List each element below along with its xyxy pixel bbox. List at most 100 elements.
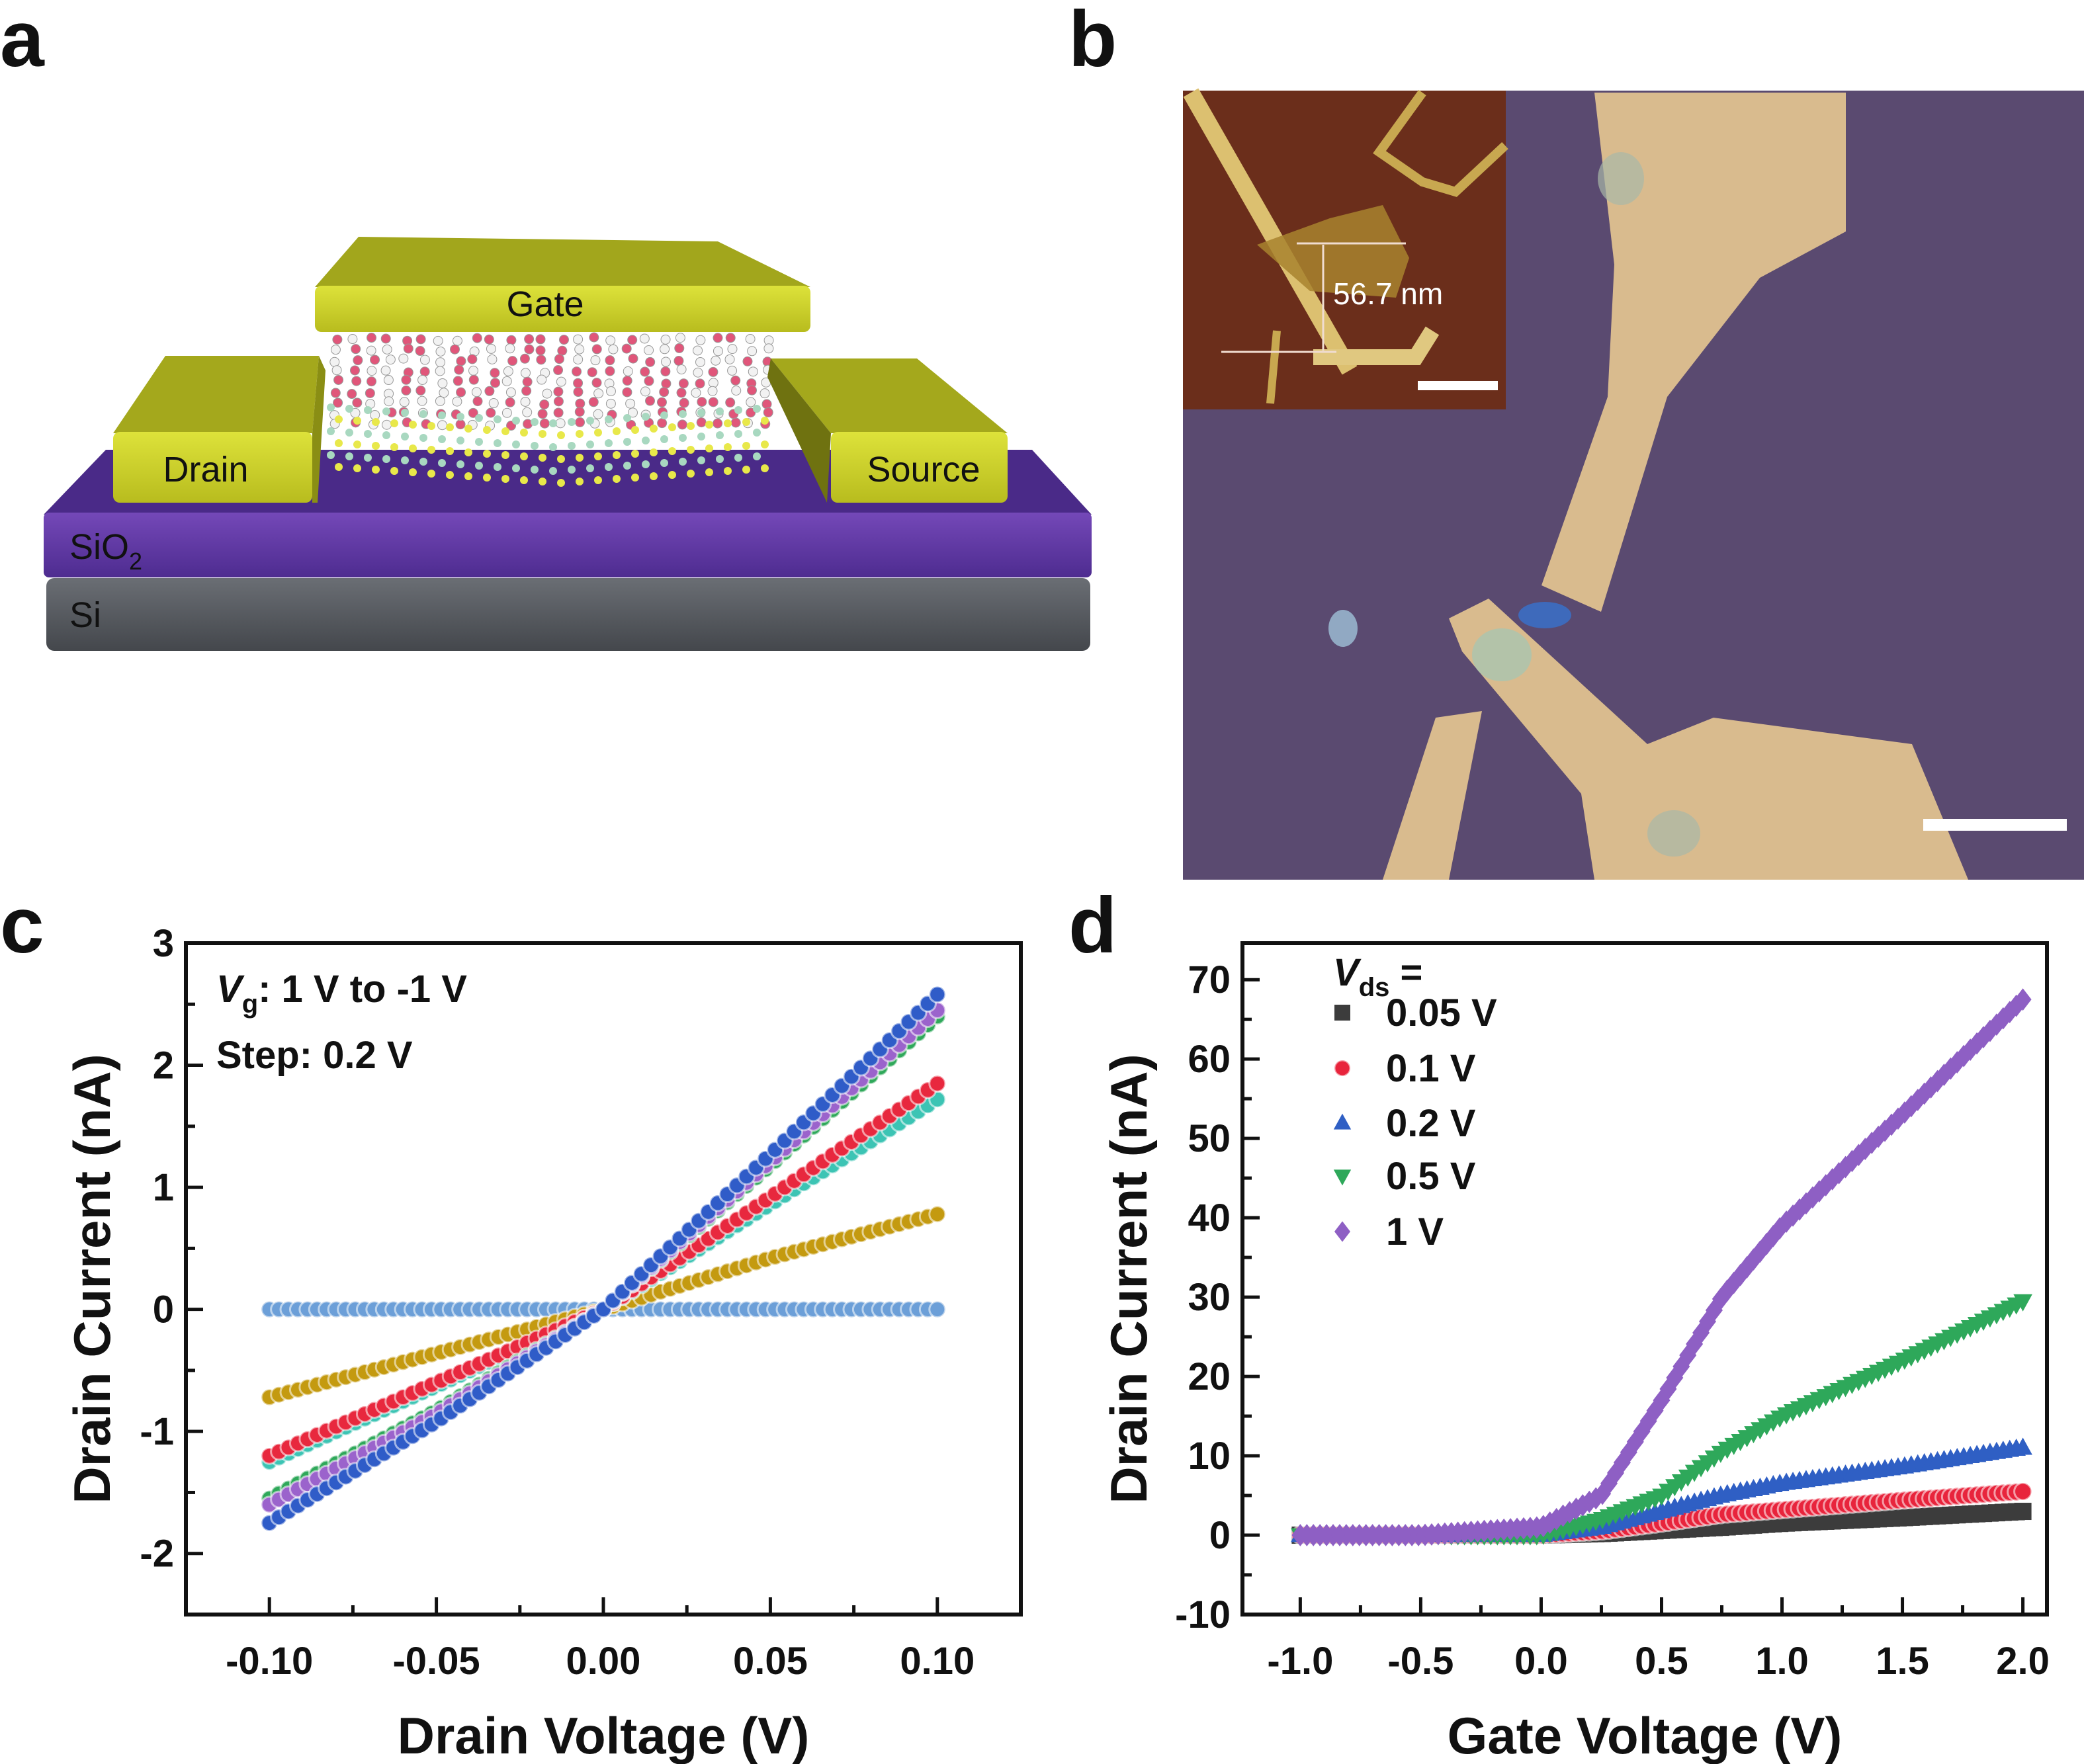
molecule-atom — [503, 366, 513, 376]
molecule-atom — [437, 420, 448, 431]
molecule-atom — [675, 333, 685, 343]
molecule-atom — [539, 418, 550, 429]
data-point — [928, 1300, 947, 1319]
molecule-atom — [640, 366, 650, 377]
substrate-atom — [438, 435, 446, 443]
data-point — [1547, 1507, 1565, 1531]
substrate-atom — [409, 421, 417, 429]
molecule-atom — [505, 343, 515, 354]
molecule-atom — [573, 334, 584, 345]
substrate-atom — [660, 459, 668, 467]
substrate-atom — [687, 422, 695, 430]
data-point — [1942, 1057, 1960, 1080]
substrate-atom — [335, 415, 343, 423]
x-tick-label: -0.05 — [392, 1640, 480, 1683]
molecule-atom — [380, 365, 391, 376]
molecule-atom — [572, 366, 582, 377]
substrate-atom — [668, 423, 676, 431]
molecule-atom — [403, 343, 413, 354]
substrate-atom — [427, 470, 435, 478]
molecule-atom — [398, 353, 409, 364]
molecule-atom — [591, 344, 602, 355]
substrate-atom — [631, 450, 639, 458]
substrate-atom — [761, 464, 769, 472]
gate-electrode — [315, 286, 810, 332]
substrate-atom — [539, 478, 546, 485]
flake — [1598, 152, 1644, 205]
substrate-atom — [446, 423, 454, 431]
substrate-atom — [668, 447, 676, 455]
molecule-atom — [385, 355, 396, 365]
substrate-atom — [327, 427, 335, 435]
molecule-atom — [535, 345, 546, 356]
substrate-atom — [438, 459, 446, 467]
molecule-atom — [674, 343, 685, 353]
data-point — [1705, 1299, 1723, 1322]
substrate-atom — [697, 433, 705, 441]
molecule-atom — [660, 344, 670, 355]
substrate-atom — [390, 443, 398, 451]
data-series-group — [260, 986, 947, 1533]
substrate-atom — [372, 466, 380, 474]
substrate-atom — [409, 444, 417, 452]
substrate-atom — [512, 464, 520, 472]
molecule-atom — [763, 407, 773, 418]
substrate-atom — [668, 471, 676, 479]
y-tick-label: 0 — [153, 1288, 174, 1331]
molecule-atom — [384, 396, 394, 407]
y-tick-label: 70 — [1188, 958, 1231, 1001]
molecule-atom — [347, 389, 357, 399]
molecule-atom — [553, 365, 564, 376]
molecule-atom — [537, 374, 547, 385]
data-point — [1962, 1038, 1979, 1061]
molecule-atom — [621, 343, 632, 354]
molecule-atom — [367, 366, 377, 376]
molecule-atom — [333, 374, 344, 385]
substrate-atom — [464, 425, 472, 433]
substrate-atom — [483, 474, 491, 482]
data-point — [1606, 1462, 1624, 1484]
molecule-atom — [399, 397, 410, 407]
drain-top-face — [113, 356, 319, 433]
y-axis-title: Drain Current (nA) — [63, 1054, 121, 1503]
data-point — [928, 1205, 947, 1224]
molecule-atom — [333, 398, 343, 408]
substrate-atom — [327, 403, 335, 411]
substrate-atom — [594, 429, 602, 437]
molecule-atom — [639, 333, 650, 344]
afm-electrode — [1313, 326, 1440, 365]
molecule-atom — [746, 407, 756, 418]
substrate-atom — [568, 466, 576, 474]
substrate-atom — [586, 417, 594, 425]
molecule-atom — [417, 374, 428, 385]
x-tick-label: -0.10 — [226, 1640, 313, 1683]
molecule-atom — [456, 387, 466, 398]
substrate-atom — [742, 442, 750, 450]
substrate-atom — [716, 455, 724, 463]
substrate-atom — [438, 411, 446, 419]
molecule-atom — [468, 374, 479, 385]
molecule-atom — [417, 396, 427, 406]
x-tick-label: 0.0 — [1514, 1640, 1568, 1683]
substrate-atom — [427, 422, 435, 430]
x-tick-label: 0.5 — [1635, 1640, 1688, 1683]
y-tick-label: 20 — [1188, 1355, 1231, 1398]
molecule-atom — [676, 364, 687, 374]
molecule-atom — [661, 357, 672, 367]
drain-side-face — [312, 356, 326, 503]
substrate-atom — [475, 462, 483, 470]
molecule-atom — [590, 355, 601, 366]
molecule-atom — [605, 355, 615, 366]
substrate-atom — [494, 463, 501, 471]
source-side-face — [767, 358, 831, 503]
molecule-atom — [696, 417, 707, 428]
substrate-atom — [734, 454, 742, 462]
data-point — [928, 986, 947, 1004]
molecule-atom — [435, 346, 446, 357]
data-point — [1541, 1511, 1559, 1534]
molecule-atom — [677, 419, 687, 430]
gate-top-face — [315, 237, 810, 287]
legend-label: 0.1 V — [1386, 1047, 1476, 1090]
substrate-atom — [446, 471, 454, 479]
